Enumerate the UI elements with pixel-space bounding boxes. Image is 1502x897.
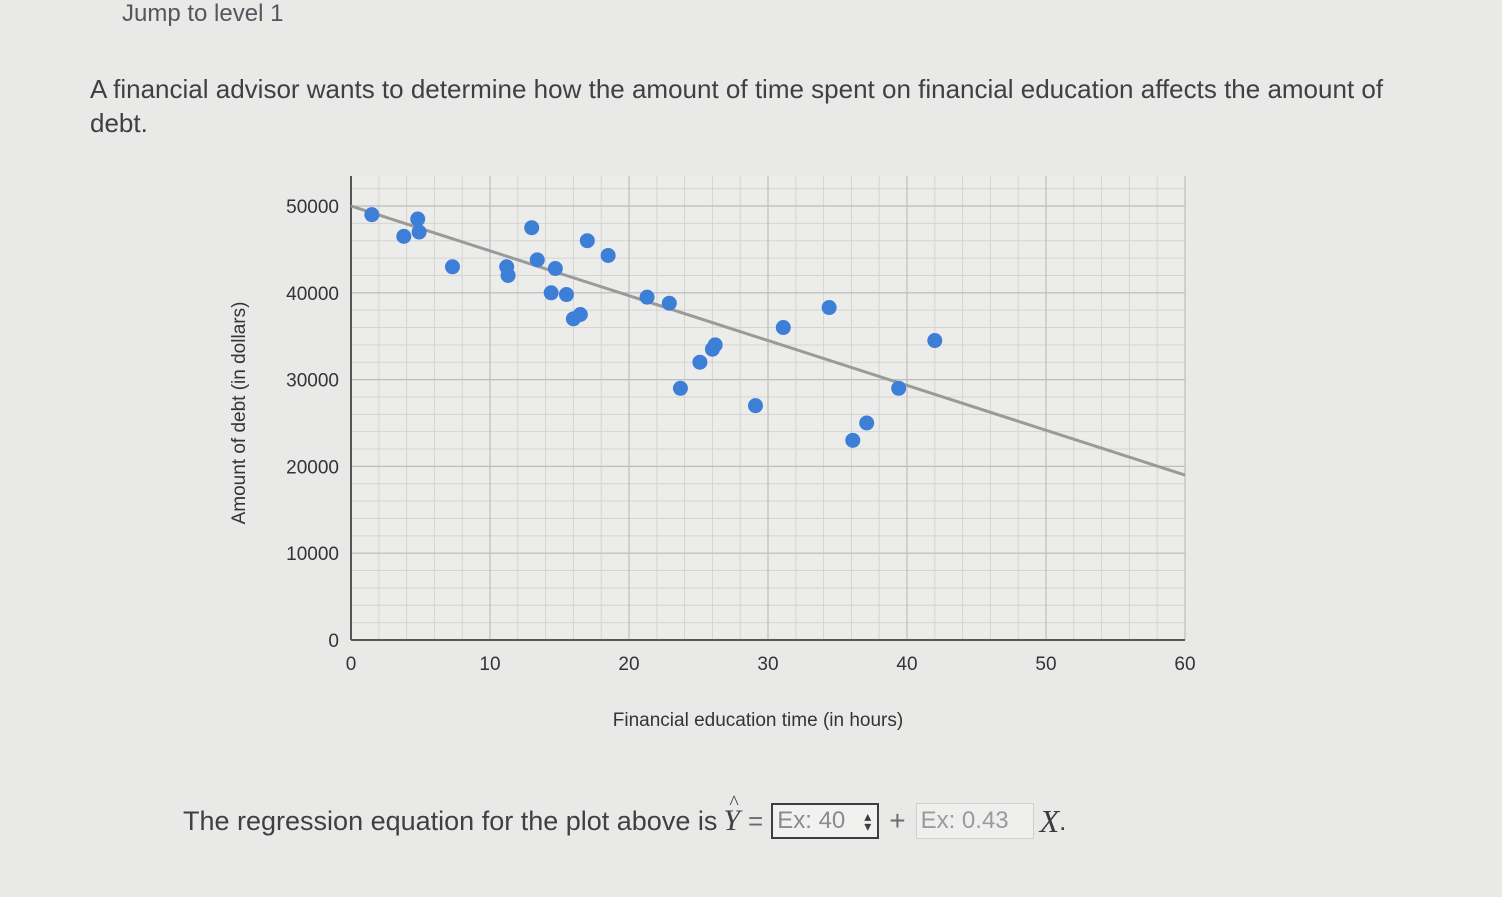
data-point bbox=[600, 247, 616, 263]
x-variable: X bbox=[1039, 802, 1060, 839]
data-point bbox=[639, 289, 655, 305]
data-point bbox=[364, 207, 380, 223]
intercept-dropdown[interactable]: Ex: 40 ▴ ▾ bbox=[771, 803, 880, 839]
data-point bbox=[396, 228, 412, 244]
y-axis-label: Amount of debt (in dollars) bbox=[229, 302, 250, 525]
equation-period: . bbox=[1059, 805, 1067, 836]
y-tick-labels: 0 10000 20000 30000 40000 50000 bbox=[286, 197, 339, 652]
data-point bbox=[579, 233, 595, 249]
data-point bbox=[692, 354, 708, 370]
regression-equation: The regression equation for the plot abo… bbox=[183, 792, 1067, 844]
y-hat-symbol: ^ Y bbox=[723, 792, 741, 838]
data-point bbox=[410, 211, 426, 227]
data-point bbox=[524, 220, 540, 236]
x-tick-label: 20 bbox=[618, 654, 639, 675]
data-point bbox=[747, 398, 763, 414]
data-point bbox=[572, 307, 588, 322]
data-point bbox=[891, 380, 907, 396]
data-point bbox=[543, 285, 559, 301]
data-point bbox=[821, 300, 837, 316]
x-tick-label: 0 bbox=[346, 654, 357, 675]
slope-input[interactable]: Ex: 0.43 bbox=[915, 803, 1034, 839]
y-tick-label: 10000 bbox=[286, 544, 339, 565]
regression-line bbox=[350, 204, 1186, 477]
data-point bbox=[547, 260, 563, 276]
chart-axes bbox=[350, 176, 1185, 641]
data-point bbox=[672, 380, 688, 396]
x-tick-label: 60 bbox=[1174, 654, 1195, 675]
data-point bbox=[558, 287, 574, 303]
x-tick-label: 50 bbox=[1035, 654, 1056, 675]
data-point bbox=[500, 267, 516, 283]
data-point bbox=[529, 252, 545, 268]
data-point bbox=[707, 337, 723, 353]
problem-statement: A financial advisor wants to determine h… bbox=[90, 74, 1384, 138]
data-point bbox=[661, 295, 677, 311]
data-point bbox=[859, 415, 875, 431]
y-tick-label: 30000 bbox=[286, 371, 339, 392]
x-tick-label: 30 bbox=[757, 654, 778, 675]
y-symbol: Y bbox=[723, 804, 741, 837]
hat-symbol: ^ bbox=[729, 792, 739, 814]
data-point bbox=[411, 224, 427, 240]
spinner-arrows-icon[interactable]: ▴ ▾ bbox=[864, 808, 872, 834]
data-point bbox=[775, 320, 791, 336]
data-point bbox=[927, 333, 943, 349]
data-point bbox=[444, 259, 460, 275]
slope-placeholder: Ex: 0.43 bbox=[920, 807, 1009, 834]
equation-prefix: The regression equation for the plot abo… bbox=[183, 805, 718, 836]
equals-sign: = bbox=[748, 805, 764, 836]
x-tick-label: 10 bbox=[479, 654, 500, 675]
y-tick-label: 0 bbox=[328, 631, 339, 652]
jump-to-level-link[interactable]: Jump to level 1 bbox=[122, 0, 284, 27]
y-tick-label: 20000 bbox=[286, 457, 339, 478]
data-points bbox=[364, 207, 943, 448]
y-tick-label: 40000 bbox=[286, 284, 339, 305]
x-axis-label: Financial education time (in hours) bbox=[613, 710, 903, 731]
regression-line-group bbox=[350, 204, 1186, 477]
x-tick-labels: 0 10 20 30 40 50 60 bbox=[346, 654, 1196, 675]
intercept-placeholder: Ex: 40 bbox=[777, 807, 846, 834]
data-point bbox=[845, 432, 861, 448]
y-tick-label: 50000 bbox=[286, 197, 339, 218]
scatter-chart: 0 10 20 30 40 50 60 0 10000 20000 30000 40000 50000… bbox=[229, 176, 1196, 731]
x-tick-label: 40 bbox=[896, 654, 917, 675]
plus-sign: + bbox=[889, 805, 906, 836]
